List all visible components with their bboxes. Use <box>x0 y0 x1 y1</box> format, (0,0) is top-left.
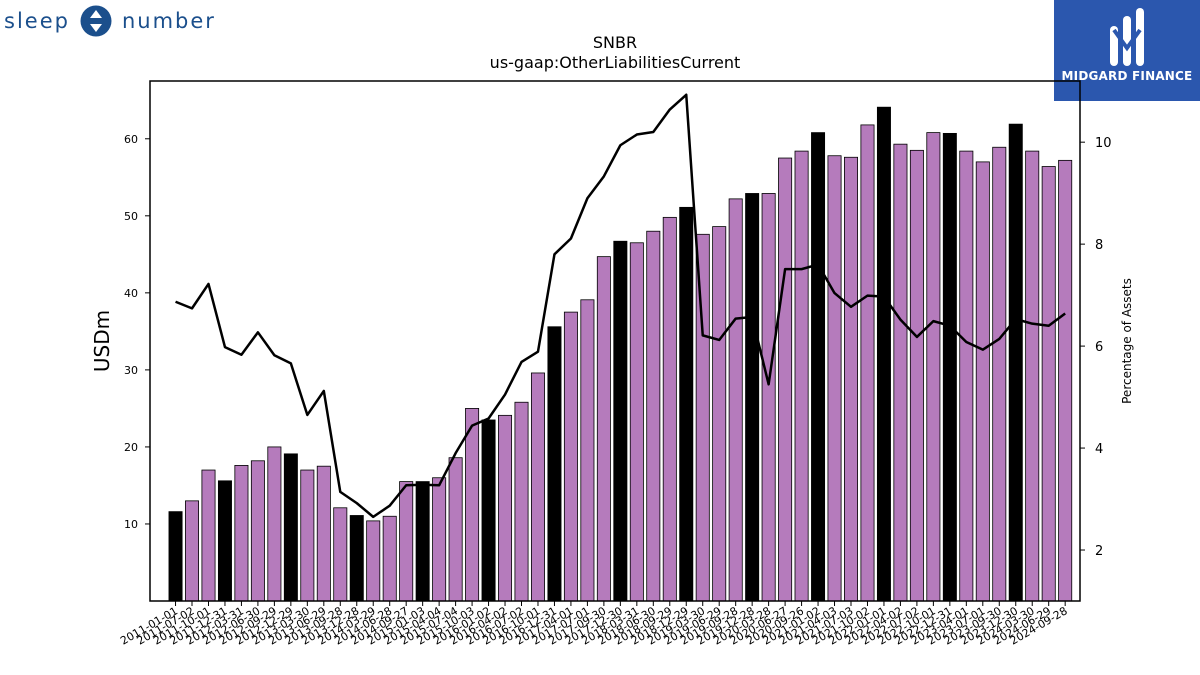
bar-group <box>168 106 1073 602</box>
bar <box>794 150 809 602</box>
bar <box>250 460 265 602</box>
bar <box>366 520 381 602</box>
bar <box>646 230 661 602</box>
line-group <box>175 93 1066 519</box>
bar <box>1058 159 1073 602</box>
bar <box>596 256 611 602</box>
midgard-finance-wordmark: MIDGARD FINANCE <box>1061 69 1193 83</box>
bar <box>712 226 727 602</box>
bar <box>695 233 710 602</box>
y2-axis-label: Percentage of Assets <box>1120 278 1134 404</box>
bar <box>267 446 282 602</box>
bar <box>893 143 908 602</box>
y-tick-label: 20 <box>124 441 138 454</box>
logo-word-sleep: sleep <box>4 9 70 33</box>
bar <box>465 408 480 602</box>
bar <box>283 453 298 602</box>
bar <box>827 155 842 602</box>
logo-word-number: number <box>121 9 216 33</box>
bar <box>811 132 826 602</box>
y-axis-left: 10 20 30 40 50 60 <box>124 133 150 531</box>
y-tick-label: 40 <box>124 287 138 300</box>
bar <box>975 161 990 602</box>
bar <box>778 157 793 602</box>
bar <box>399 481 414 602</box>
bar <box>860 124 875 602</box>
y-axis-right: 2 4 6 8 10 <box>1080 136 1112 559</box>
y2-tick-label: 4 <box>1095 442 1103 457</box>
y2-tick-label: 10 <box>1095 136 1112 151</box>
bar <box>333 507 348 602</box>
bar <box>481 419 496 602</box>
bar <box>498 414 513 602</box>
bar <box>876 106 891 602</box>
bar <box>349 515 364 602</box>
midgard-m-icon <box>1110 8 1144 66</box>
bar <box>514 401 529 602</box>
bar <box>432 477 447 602</box>
y-tick-label: 10 <box>124 518 138 531</box>
bar <box>679 206 694 602</box>
bar <box>168 511 183 602</box>
bar <box>415 481 430 602</box>
y-tick-label: 30 <box>124 364 138 377</box>
midgard-finance-logo: MIDGARD FINANCE <box>1054 0 1200 101</box>
sleep-number-logo: sleep number <box>4 4 216 38</box>
bar <box>613 240 628 602</box>
bar <box>201 469 216 602</box>
bar <box>662 216 677 602</box>
bar <box>547 326 562 602</box>
bar <box>185 500 199 602</box>
bar <box>217 480 232 602</box>
bar <box>959 150 974 602</box>
bar <box>629 242 644 602</box>
bar <box>1008 123 1023 602</box>
bar <box>1041 166 1056 602</box>
bar <box>1025 150 1040 602</box>
plot-frame <box>149 80 1081 602</box>
bar <box>234 465 249 602</box>
y-tick-label: 60 <box>124 133 138 146</box>
y-tick-label: 50 <box>124 210 138 223</box>
series-line <box>175 93 1066 519</box>
bar <box>942 132 957 602</box>
x-axis: 2011-01-012011-07-022011-10-012011-12-31… <box>118 601 1070 648</box>
bar <box>909 149 924 602</box>
chart-subtitle: us-gaap:OtherLiabilitiesCurrent <box>490 53 741 72</box>
bar <box>844 156 858 602</box>
bar <box>992 146 1007 602</box>
bar <box>580 299 595 602</box>
y2-tick-label: 2 <box>1095 544 1103 559</box>
bar <box>926 132 941 602</box>
chart-title: SNBR <box>593 33 637 52</box>
bar <box>563 311 578 602</box>
y2-tick-label: 6 <box>1095 340 1103 355</box>
bar <box>530 372 545 602</box>
bar <box>448 457 463 602</box>
sleep-number-badge-icon <box>80 5 112 37</box>
y-axis-label: USDm <box>90 310 114 372</box>
bar <box>761 193 776 602</box>
bar <box>382 515 397 602</box>
bar <box>300 469 315 602</box>
bar <box>316 465 331 602</box>
bar <box>745 193 760 602</box>
y2-tick-label: 8 <box>1095 238 1103 253</box>
bar <box>728 198 743 602</box>
